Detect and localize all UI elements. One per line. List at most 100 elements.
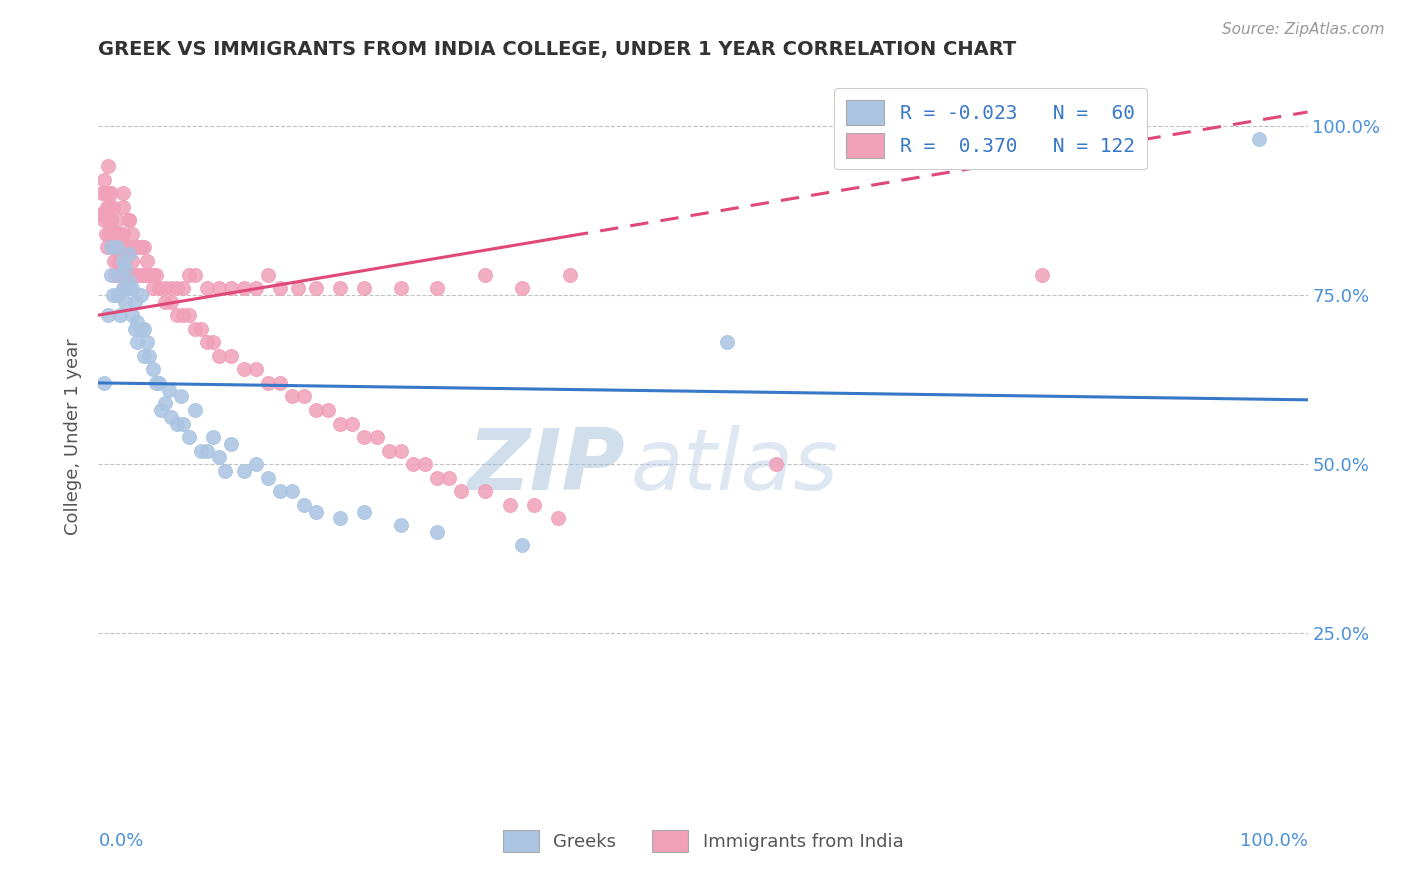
Point (100, 240, 122, 254)
Point (148, 281, 170, 295)
Point (129, 240, 152, 254)
Point (160, 281, 183, 295)
Point (305, 505, 328, 519)
Point (153, 396, 176, 410)
Point (100, 240, 122, 254)
Point (426, 281, 449, 295)
Point (121, 227, 143, 241)
Point (142, 281, 165, 295)
Point (413, 457, 436, 471)
Point (195, 281, 218, 295)
Point (269, 484, 291, 499)
Point (121, 308, 143, 322)
Point (342, 417, 364, 431)
Point (184, 403, 207, 417)
Legend: Greeks, Immigrants from India: Greeks, Immigrants from India (495, 823, 911, 860)
Point (329, 511, 352, 525)
Point (124, 268, 146, 282)
Point (292, 389, 315, 403)
Point (221, 349, 243, 363)
Point (172, 281, 194, 295)
Point (256, 268, 278, 282)
Point (389, 281, 412, 295)
Point (90, 206, 112, 220)
Point (97, 186, 120, 201)
Point (426, 524, 449, 539)
Point (179, 308, 201, 322)
Point (148, 376, 170, 390)
Point (107, 227, 129, 241)
Point (100, 213, 122, 227)
Point (221, 281, 243, 295)
Text: 0.0%: 0.0% (98, 832, 143, 850)
Point (93, 376, 115, 390)
Point (377, 443, 399, 458)
Point (232, 362, 254, 376)
Point (245, 457, 267, 471)
Point (232, 281, 254, 295)
Point (245, 281, 267, 295)
Point (389, 518, 412, 533)
Point (135, 335, 157, 350)
Point (118, 213, 141, 227)
Point (101, 227, 124, 241)
Point (145, 268, 167, 282)
Point (105, 240, 128, 254)
Point (100, 186, 122, 201)
Point (208, 281, 231, 295)
Point (134, 322, 156, 336)
Point (160, 294, 183, 309)
Point (103, 254, 125, 268)
Point (547, 511, 569, 525)
Point (121, 254, 143, 268)
Text: Source: ZipAtlas.com: Source: ZipAtlas.com (1222, 22, 1385, 37)
Point (281, 484, 304, 499)
Point (353, 505, 375, 519)
Point (100, 268, 122, 282)
Point (157, 383, 180, 397)
Point (118, 247, 141, 261)
Point (142, 268, 165, 282)
Point (103, 227, 125, 241)
Point (437, 471, 460, 485)
Point (153, 281, 176, 295)
Point (129, 268, 152, 282)
Point (108, 227, 131, 241)
Point (98, 200, 121, 214)
Point (105, 288, 128, 302)
Point (111, 227, 134, 241)
Point (202, 335, 225, 350)
Point (121, 281, 143, 295)
Point (138, 268, 160, 282)
Point (124, 294, 146, 309)
Point (179, 268, 201, 282)
Point (111, 200, 134, 214)
Point (93, 172, 115, 186)
Point (402, 457, 425, 471)
Point (111, 254, 134, 268)
Point (124, 240, 146, 254)
Point (108, 268, 131, 282)
Point (127, 240, 149, 254)
Point (450, 484, 472, 499)
Point (179, 430, 201, 444)
Point (97, 213, 120, 227)
Point (329, 417, 352, 431)
Point (134, 268, 156, 282)
Point (101, 288, 124, 302)
Point (287, 281, 309, 295)
Point (202, 430, 225, 444)
Y-axis label: College, Under 1 year: College, Under 1 year (65, 339, 83, 535)
Point (184, 268, 207, 282)
Point (94, 227, 117, 241)
Point (214, 464, 236, 478)
Point (107, 254, 129, 268)
Text: GREEK VS IMMIGRANTS FROM INDIA COLLEGE, UNDER 1 YEAR CORRELATION CHART: GREEK VS IMMIGRANTS FROM INDIA COLLEGE, … (98, 39, 1017, 59)
Point (97, 308, 120, 322)
Point (256, 471, 278, 485)
Point (100, 240, 122, 254)
Point (124, 240, 146, 254)
Point (127, 335, 149, 350)
Point (135, 268, 157, 282)
Point (129, 240, 152, 254)
